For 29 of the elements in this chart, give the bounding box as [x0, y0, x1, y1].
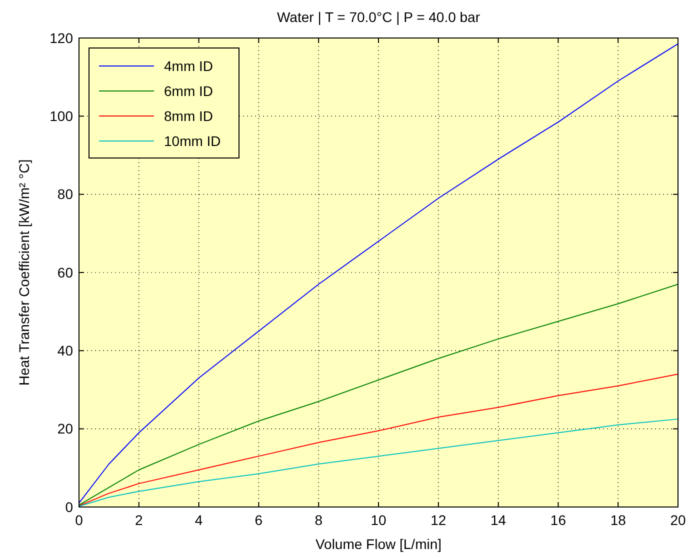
y-axis-title: Heat Transfer Coefficient [kW/m² °C]: [16, 159, 32, 386]
line-series: [78, 418, 678, 507]
y-tick-label: 80: [57, 186, 74, 202]
x-tick-label: 10: [370, 512, 386, 528]
legend-label: 10mm ID: [164, 132, 221, 149]
y-tick-label: 100: [50, 108, 74, 124]
legend-label: 8mm ID: [164, 108, 213, 124]
x-tick-label: 6: [254, 512, 263, 528]
x-tick-label: 16: [550, 512, 566, 528]
x-tick-label: 4: [194, 512, 203, 528]
x-tick-label: 18: [610, 512, 626, 528]
legend-label: 6mm ID: [164, 82, 213, 99]
x-tick-label: 8: [314, 512, 323, 528]
y-tick-label: 40: [57, 342, 74, 359]
line-series: [78, 43, 678, 504]
x-tick-label: 14: [490, 512, 506, 528]
x-tick-label: 0: [75, 512, 84, 528]
y-tick-label: 20: [57, 420, 74, 437]
x-tick-label: 20: [670, 512, 686, 528]
x-axis-title: Volume Flow [L/min]: [315, 536, 442, 552]
x-tick-label: 12: [430, 512, 446, 528]
y-tick-label: 120: [50, 30, 74, 46]
x-tick-label: 2: [135, 512, 143, 528]
chart-title: Water | T = 70.0°C | P = 40.0 bar: [276, 9, 480, 25]
y-tick-label: 0: [65, 498, 74, 515]
line-series: [78, 374, 678, 506]
line-series: [78, 284, 678, 506]
legend-label: 4mm ID: [164, 58, 213, 74]
y-tick-label: 60: [57, 264, 74, 280]
